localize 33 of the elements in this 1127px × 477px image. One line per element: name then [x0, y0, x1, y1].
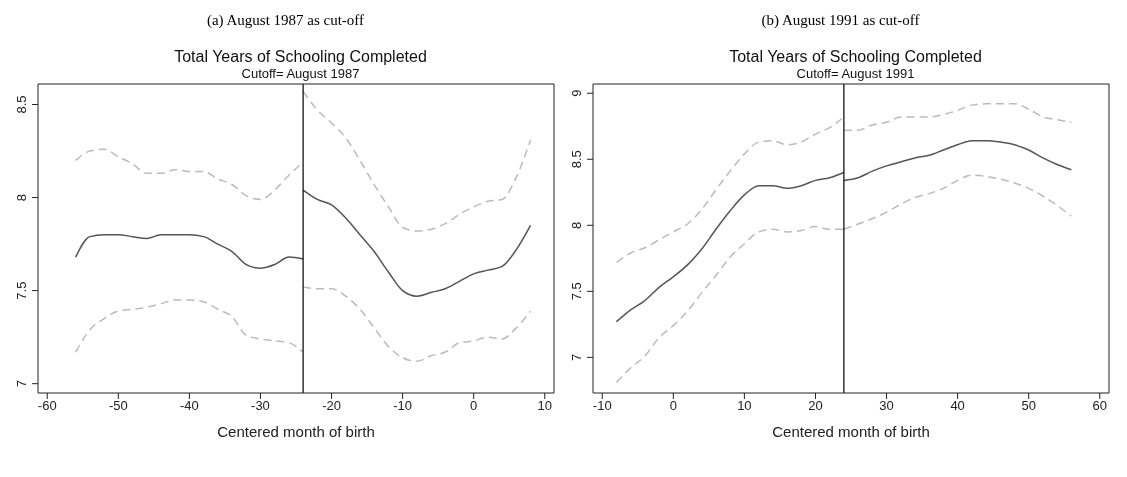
y-tick-label: 7.5 — [569, 282, 584, 301]
x-tick-label: -50 — [108, 398, 128, 414]
x-tick-label: 50 — [1021, 398, 1036, 414]
chart-title: Total Years of Schooling Completed — [728, 48, 983, 66]
y-tick-label: 8.5 — [569, 150, 584, 169]
x-tick-label: 0 — [669, 398, 677, 414]
x-tick-label: -20 — [322, 398, 341, 414]
chart-subtitle: Cutoff= August 1991 — [795, 66, 916, 81]
x-axis-title: Centered month of birth — [217, 423, 375, 440]
y-tick-label: 7 — [569, 353, 584, 361]
x-tick-label: -30 — [251, 398, 270, 414]
y-tick-label: 7 — [14, 380, 29, 388]
x-tick-label: 0 — [470, 398, 478, 414]
x-tick-label: -10 — [592, 398, 612, 414]
text: (b) August 1991 as cut-off — [760, 11, 921, 30]
x-tick-label: 60 — [1092, 398, 1107, 414]
x-tick-label: -10 — [393, 398, 413, 414]
y-tick-label: 9 — [569, 89, 584, 97]
x-tick-label: 30 — [879, 398, 894, 414]
y-tick-label: 7.5 — [14, 281, 29, 300]
y-tick-label: 8 — [14, 193, 29, 202]
y-tick-label: 8 — [569, 221, 584, 229]
x-tick-label: 10 — [537, 398, 552, 414]
x-tick-label: 10 — [737, 398, 752, 414]
x-tick-label: 20 — [808, 398, 823, 414]
x-tick-label: -60 — [37, 398, 57, 414]
x-tick-label: -40 — [179, 398, 199, 414]
chart-subtitle: Cutoff= August 1987 — [240, 66, 361, 81]
chart-title: Total Years of Schooling Completed — [173, 48, 428, 66]
y-tick-label: 8.5 — [14, 95, 29, 114]
text: (a) August 1987 as cut-off — [205, 11, 366, 30]
x-tick-label: 40 — [950, 398, 965, 414]
x-axis-title: Centered month of birth — [772, 423, 930, 440]
